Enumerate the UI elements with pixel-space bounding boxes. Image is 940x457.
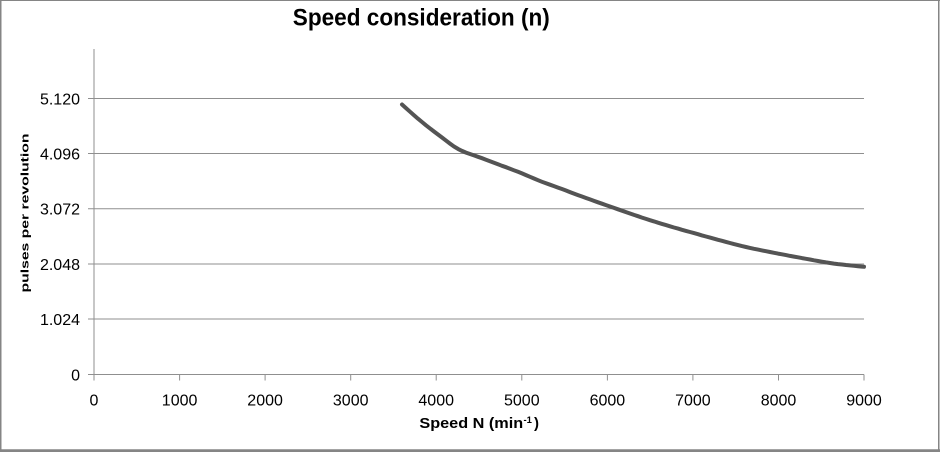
svg-text:5.120: 5.120 bbox=[40, 91, 80, 108]
svg-text:1.024: 1.024 bbox=[40, 312, 80, 329]
svg-text:2000: 2000 bbox=[247, 392, 283, 409]
svg-text:6000: 6000 bbox=[590, 392, 626, 409]
svg-text:Speed N (min: Speed N (min bbox=[419, 415, 523, 432]
svg-text:7000: 7000 bbox=[675, 392, 711, 409]
svg-text:0: 0 bbox=[71, 367, 80, 384]
svg-text:9000: 9000 bbox=[846, 392, 882, 409]
svg-text:pulses per revolution: pulses per revolution bbox=[19, 133, 31, 292]
svg-text:4000: 4000 bbox=[418, 392, 454, 409]
svg-text:2.048: 2.048 bbox=[40, 257, 80, 274]
svg-text:4.096: 4.096 bbox=[40, 146, 80, 163]
svg-text:1000: 1000 bbox=[162, 392, 198, 409]
svg-text:8000: 8000 bbox=[761, 392, 797, 409]
svg-text:0: 0 bbox=[90, 392, 99, 409]
svg-text:Speed consideration (n): Speed consideration (n) bbox=[293, 4, 550, 31]
svg-text:3.072: 3.072 bbox=[40, 202, 80, 219]
svg-text:3000: 3000 bbox=[333, 392, 369, 409]
svg-text:): ) bbox=[534, 415, 539, 432]
svg-text:5000: 5000 bbox=[504, 392, 540, 409]
svg-text:-1: -1 bbox=[524, 415, 533, 426]
